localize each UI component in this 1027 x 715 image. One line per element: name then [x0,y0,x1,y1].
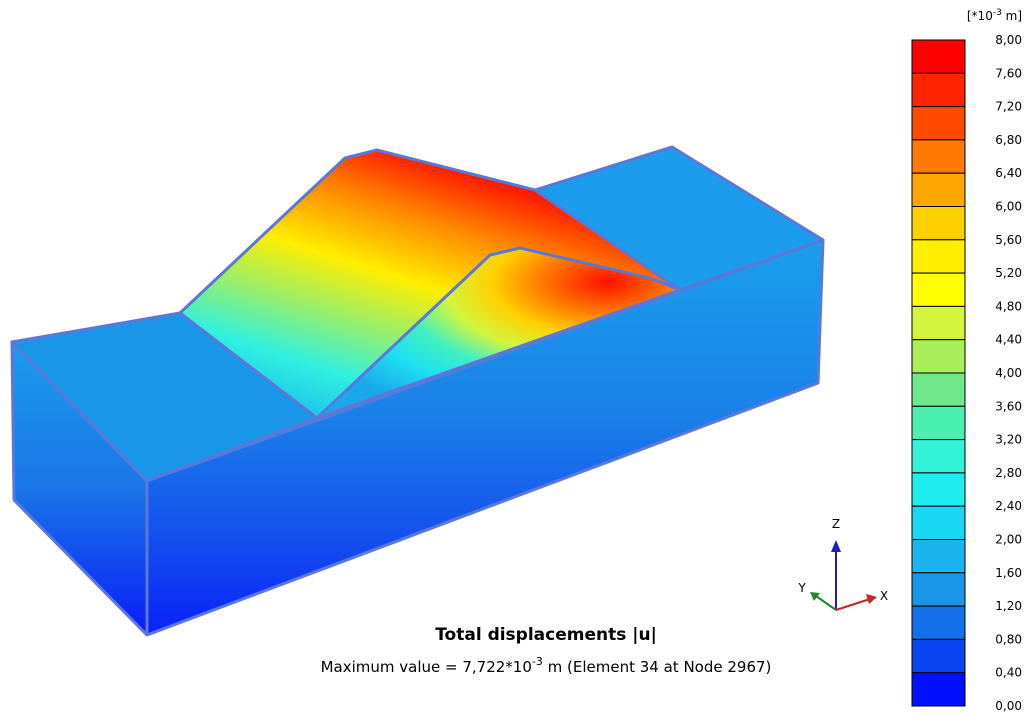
right-top [533,145,825,292]
legend-label: 0,00 [995,699,1022,713]
legend-label: 4,00 [995,366,1022,380]
legend-band [911,172,966,207]
legend-label: 0,40 [995,666,1022,680]
legend-band [911,405,966,441]
legend-band [911,72,966,108]
legend-band [911,439,966,474]
legend-label: 3,20 [995,433,1022,447]
y-arrow [810,592,820,601]
maximum-text: Maximum value = 7,722*10 [321,658,532,676]
y-label: Y [797,581,806,595]
legend-label: 4,40 [995,333,1022,347]
axis-gizmo: Z X Y [797,517,888,611]
legend-band [911,272,966,307]
legend-band [911,39,966,74]
legend-unit: [*10-3 m] [967,8,1022,23]
legend-label: 6,40 [995,166,1022,180]
maximum-value: Maximum value = 7,722*10-3 m (Element 34… [321,655,772,676]
legend-band [911,139,966,174]
maximum-exponent: -3 [532,655,543,668]
cut-section [315,246,682,420]
legend-label: 5,60 [995,233,1022,247]
legend-label: 5,20 [995,266,1022,280]
legend-label: 6,00 [995,200,1022,214]
legend-band [911,106,966,141]
legend-label: 4,80 [995,299,1022,313]
legend-band [911,372,966,407]
y-axis [815,595,837,611]
x-label: X [880,589,888,603]
legend-band [911,505,966,541]
legend-band [911,472,966,507]
maximum-tail: m (Element 34 at Node 2967) [543,658,772,676]
legend-label: 1,20 [995,599,1022,613]
legend-band [911,638,966,674]
legend-band [911,305,966,341]
legend-band [911,605,966,640]
unit-tail: m] [1002,9,1022,23]
legend-label: 1,60 [995,566,1022,580]
legend: 8,00 7,60 7,20 6,80 6,40 6,00 5,60 5,20 4,80 4,40… [911,33,1022,713]
legend-label: 2,40 [995,499,1022,513]
legend-band [911,206,966,241]
legend-label: 8,00 [995,33,1022,47]
z-label: Z [832,517,840,531]
legend-label: 0,80 [995,632,1022,646]
legend-band [911,539,966,574]
legend-label: 2,80 [995,466,1022,480]
legend-label: 7,20 [995,100,1022,114]
unit-text: [*10 [967,9,993,23]
x-arrow [866,594,877,604]
legend-label: 7,60 [995,66,1022,80]
z-arrow [831,540,841,552]
legend-label: 6,80 [995,133,1022,147]
model [10,145,825,637]
legend-label: 3,60 [995,399,1022,413]
plot-title: Total displacements |u| [435,625,657,645]
legend-label: 2,00 [995,533,1022,547]
legend-band [911,572,966,607]
legend-band [911,339,966,374]
x-axis [835,598,871,611]
legend-band [911,672,966,707]
legend-band [911,239,966,274]
unit-exponent: -3 [993,8,1002,18]
